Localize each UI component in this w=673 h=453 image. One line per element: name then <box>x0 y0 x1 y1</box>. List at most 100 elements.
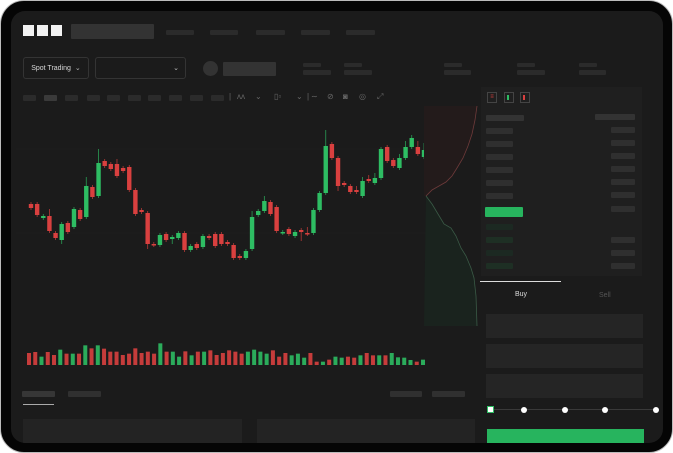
volume-bar <box>421 359 425 365</box>
interval-tab[interactable] <box>128 95 141 101</box>
interval-tab[interactable] <box>65 95 78 101</box>
tab-open-orders[interactable] <box>22 391 55 397</box>
ask-row-amount[interactable] <box>611 179 635 185</box>
ask-row-amount[interactable] <box>611 206 635 212</box>
ruler-icon[interactable]: ⊘ <box>327 92 334 101</box>
stat-label <box>344 63 362 67</box>
filter-button[interactable] <box>390 391 422 397</box>
volume-bar <box>27 353 31 365</box>
pair-dropdown[interactable]: ⌄ <box>95 57 186 79</box>
ask-row-amount[interactable] <box>611 127 635 133</box>
volume-bar <box>39 356 44 365</box>
depth-asks-line <box>425 106 478 197</box>
bid-row-price[interactable] <box>486 224 513 230</box>
orderbook-asks-icon[interactable] <box>520 92 530 103</box>
stat-value <box>517 70 545 75</box>
tab-sell[interactable]: Sell <box>599 292 611 299</box>
volume-bar <box>333 356 338 365</box>
price-input[interactable] <box>486 314 643 338</box>
orderbook-bids-icon[interactable] <box>504 92 514 103</box>
candle-up <box>323 146 328 193</box>
volume-bar <box>158 343 163 365</box>
interval-tab[interactable] <box>23 95 36 101</box>
interval-tab[interactable] <box>148 95 161 101</box>
interval-tab[interactable] <box>87 95 100 101</box>
ask-row-price[interactable] <box>486 141 513 147</box>
bid-row-price[interactable] <box>486 250 513 256</box>
nav-item[interactable] <box>256 30 285 35</box>
ask-row-price[interactable] <box>486 193 513 199</box>
bid-row-price[interactable] <box>486 237 513 243</box>
candle-down <box>329 144 335 158</box>
nav-item[interactable] <box>346 30 375 35</box>
trading-mode-dropdown[interactable]: Spot Trading ⌄ <box>23 57 89 79</box>
chevron-down-icon[interactable]: ⌄ <box>255 92 262 101</box>
chevron-down-icon[interactable]: ⌄ <box>296 92 303 101</box>
ask-row-amount[interactable] <box>611 140 635 146</box>
candle-up <box>372 178 378 183</box>
slider-node-50[interactable] <box>562 407 568 413</box>
ask-row-amount[interactable] <box>611 153 635 159</box>
volume-bar <box>345 356 350 365</box>
divider: | <box>229 92 232 101</box>
candle-down <box>77 210 83 219</box>
total-input[interactable] <box>486 374 643 398</box>
candle-down <box>274 207 279 231</box>
depth-asks-area <box>424 106 477 196</box>
volume-bar <box>120 355 125 365</box>
ask-row-amount[interactable] <box>611 192 635 198</box>
candle-down <box>213 234 218 246</box>
ask-row-price[interactable] <box>486 154 513 160</box>
indicator-icon[interactable]: ʌʌ <box>237 92 245 101</box>
ask-row-price[interactable] <box>486 180 513 186</box>
candlestick-chart[interactable] <box>16 106 436 376</box>
ask-row-amount[interactable] <box>611 166 635 172</box>
amount-input[interactable] <box>486 344 643 368</box>
camera-icon[interactable]: ◙ <box>343 92 348 101</box>
amount-slider-track[interactable] <box>490 409 656 410</box>
ask-row-price[interactable] <box>486 167 513 173</box>
nav-item[interactable] <box>210 30 238 35</box>
settings-icon[interactable]: ◎ <box>359 92 366 101</box>
ask-row-price[interactable] <box>486 128 513 134</box>
amount-slider-handle[interactable] <box>487 406 494 413</box>
candle-down <box>391 160 396 166</box>
line-tool-icon[interactable]: ∼ <box>311 92 318 101</box>
candle-down <box>127 167 132 190</box>
interval-tab-active[interactable] <box>44 95 57 101</box>
candle-down <box>225 242 230 244</box>
candle-up <box>378 149 384 178</box>
stat-value <box>579 70 606 75</box>
search-bar[interactable] <box>71 24 154 39</box>
interval-tab[interactable] <box>190 95 203 101</box>
slider-node-25[interactable] <box>521 407 527 413</box>
stat-value <box>303 70 331 75</box>
fullscreen-icon[interactable]: ⤢ <box>377 92 384 101</box>
nav-item[interactable] <box>301 30 330 35</box>
candle-down <box>90 187 95 197</box>
tab-buy[interactable]: Buy <box>515 291 528 298</box>
nav-item[interactable] <box>166 30 194 35</box>
stat-value <box>444 70 471 75</box>
interval-tab[interactable] <box>169 95 182 101</box>
tab-order-history[interactable] <box>68 391 101 397</box>
buy-button[interactable] <box>487 429 644 443</box>
bid-row-price[interactable] <box>486 263 513 269</box>
volume-bar <box>233 351 238 365</box>
interval-tab[interactable] <box>211 95 224 101</box>
interval-tab[interactable] <box>107 95 120 101</box>
slider-node-100[interactable] <box>653 407 659 413</box>
candle-up <box>311 210 316 233</box>
candle-down <box>133 190 138 214</box>
bid-row-amount[interactable] <box>611 237 635 243</box>
bid-row-amount[interactable] <box>611 250 635 256</box>
orderbook-both-icon[interactable]: ≡ <box>487 92 497 103</box>
bid-row-amount[interactable] <box>611 263 635 269</box>
candle-up <box>200 236 206 247</box>
candle-up <box>243 251 249 258</box>
filter-button[interactable] <box>432 391 465 397</box>
slider-node-75[interactable] <box>602 407 608 413</box>
candle-down <box>348 186 353 192</box>
okx-logo[interactable] <box>23 25 62 36</box>
chart-type-icon[interactable]: ▯▫ <box>274 92 282 101</box>
